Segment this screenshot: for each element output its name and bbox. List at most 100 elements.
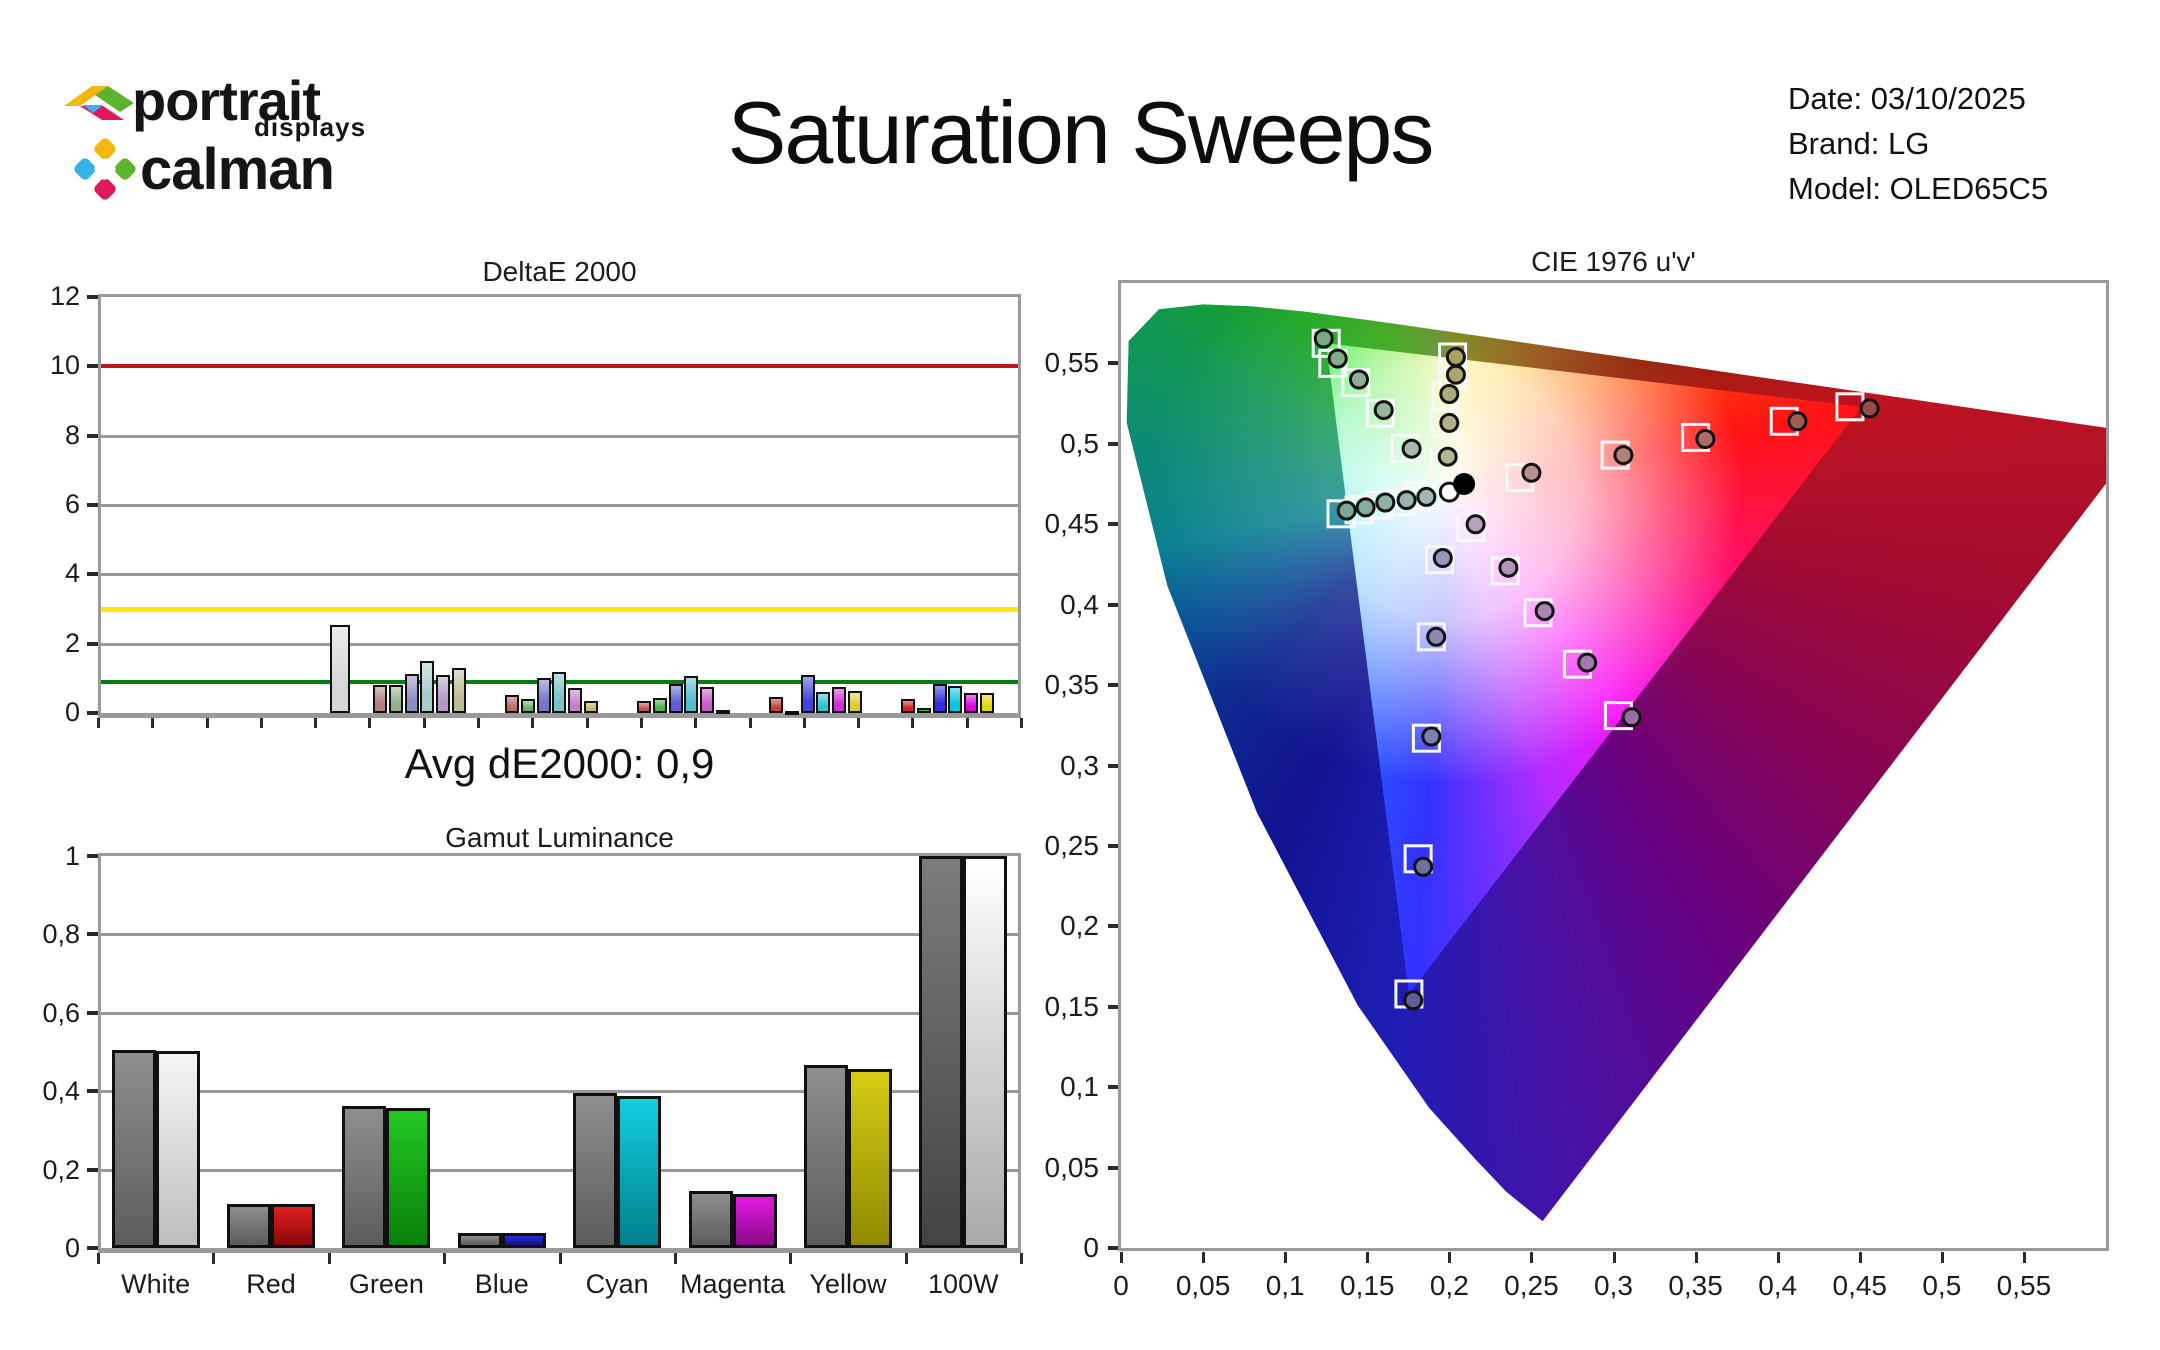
- portrait-logo-icon: [64, 86, 134, 120]
- page-title: Saturation Sweeps: [727, 83, 1435, 182]
- gamut-x-tick: [673, 1253, 677, 1264]
- gamut-bar-measured-100w: [963, 856, 1008, 1248]
- deltae-x-tick: [911, 718, 915, 728]
- deltae-bar-100%-magenta: [964, 692, 979, 713]
- cie-measured-point-cyan-100: [1336, 500, 1357, 521]
- cie-measured-point-magenta-80: [1577, 652, 1598, 673]
- deltae-bar-60%-green: [652, 698, 667, 713]
- cie-target-square-cyan-60: [1365, 490, 1395, 520]
- deltae-average-line: [101, 679, 1018, 684]
- gamut-x-category-label: Magenta: [680, 1269, 786, 1299]
- gamut-x-category-label: 100W: [928, 1269, 999, 1299]
- cie-x-tick-label: 0,4: [1758, 1270, 1798, 1301]
- gamut-x-tick: [212, 1253, 216, 1264]
- cie-target-square-green-80: [1318, 348, 1348, 378]
- deltae-bar-80%-blue: [800, 674, 815, 713]
- deltae-gridline: [101, 434, 1018, 438]
- cie-target-square-red-60: [1681, 422, 1711, 452]
- deltae-bar-20%-blue: [404, 674, 419, 713]
- portrait-wordmark: portrait: [132, 69, 321, 132]
- cie-target-square-magenta-40: [1490, 556, 1520, 586]
- deltae-x-tick: [1020, 718, 1023, 728]
- deltae-gridline: [101, 642, 1018, 646]
- gamut-x-category-label: Red: [246, 1269, 296, 1299]
- cie-x-tick: [2022, 1252, 2026, 1263]
- deltae-limit-high: [101, 364, 1018, 369]
- gamut-x-tick: [327, 1253, 331, 1264]
- cie-target-square-yellow-100: [1438, 342, 1468, 372]
- deltae-x-tick: [422, 718, 426, 728]
- deltae-y-tick-label: 4: [64, 558, 80, 589]
- deltae-bar-60%-cyan: [684, 675, 699, 713]
- cie-target-square-magenta-100: [1603, 701, 1633, 731]
- gamut-bar-measured-red: [271, 1204, 316, 1248]
- cie-target-square-green-60: [1341, 368, 1371, 398]
- cie-y-tick: [1108, 843, 1118, 848]
- info-model: Model: OLED65C5: [1788, 171, 2049, 206]
- cie-measured-point-yellow-80: [1445, 364, 1466, 385]
- cie-measured-point-blue-40: [1426, 626, 1447, 647]
- cie-y-tick-label: 0,3: [1060, 749, 1099, 781]
- deltae-x-tick: [477, 718, 481, 728]
- deltae-x-tick: [857, 718, 861, 728]
- deltae-gridline: [101, 504, 1018, 507]
- deltae-y-tick-label: 2: [64, 627, 80, 658]
- deltae-x-tick: [585, 718, 589, 728]
- deltae-y-tick: [87, 641, 98, 646]
- cie-y-tick: [1108, 441, 1118, 446]
- cie-measured-point-green-80: [1327, 348, 1348, 369]
- cie-measured-point-yellow-20: [1437, 446, 1458, 467]
- deltae-bar-100%-green: [916, 707, 931, 713]
- cie-white-point-reference: [1453, 473, 1476, 495]
- deltae-bar-80%-green: [784, 710, 799, 715]
- deltae-bar-40%-blue: [536, 678, 551, 713]
- deltae-x-tick: [368, 718, 372, 728]
- gamut-bar-measured-white: [155, 1050, 200, 1248]
- deltae-bar-80%-red: [769, 697, 783, 713]
- gamut-bar-measured-blue: [501, 1233, 546, 1248]
- gamut-x-tick: [97, 1253, 100, 1264]
- cie-x-tick-label: 0,45: [1832, 1270, 1888, 1301]
- avg-de2000-label: Avg dE2000: 0,9: [404, 740, 715, 787]
- brand-block: portrait displays calman: [58, 50, 478, 210]
- deltae-bar-40%-green: [520, 699, 535, 713]
- deltae-x-tick: [694, 718, 698, 728]
- cie-target-square-red-100: [1835, 392, 1865, 422]
- cie-x-tick: [1776, 1252, 1780, 1263]
- gamut-bar-measured-magenta: [732, 1193, 777, 1248]
- cie-target-square-blue-80: [1403, 844, 1433, 874]
- cie-target-square-cyan-100: [1326, 499, 1356, 529]
- gamut-x-tick: [789, 1253, 793, 1264]
- deltae-y-tick: [87, 364, 98, 369]
- cie-y-tick: [1108, 1246, 1118, 1250]
- gamut-bar-target-red: [227, 1204, 272, 1248]
- deltae-bar-60%-red: [637, 700, 651, 713]
- gamut-bar-target-100w: [919, 856, 964, 1248]
- deltae-y-tick-label: 10: [49, 350, 80, 381]
- gamut-bar-target-blue: [457, 1232, 502, 1248]
- deltae-bar-40%-yellow: [584, 701, 598, 713]
- deltae-bar-white: [330, 624, 350, 713]
- cie-y-tick-label: 0,4: [1060, 588, 1099, 620]
- cie-x-tick: [1120, 1252, 1123, 1263]
- cie-x-tick-label: 0,05: [1175, 1270, 1231, 1301]
- cie-measured-point-red-40: [1613, 445, 1634, 466]
- cie-y-tick: [1108, 602, 1118, 607]
- gamut-x-category-label: Yellow: [809, 1269, 887, 1299]
- cie-target-square-blue-60: [1411, 723, 1441, 753]
- cie-target-square-cyan-20: [1403, 480, 1433, 510]
- deltae-x-tick: [531, 718, 535, 728]
- cie-measured-point-cyan-20: [1416, 486, 1437, 507]
- cie-x-tick: [1530, 1252, 1534, 1263]
- cie-measured-point-red-100: [1859, 398, 1880, 419]
- cie-x-tick-label: 0,15: [1340, 1270, 1395, 1301]
- cie-measured-point-magenta-60: [1534, 601, 1555, 622]
- cie-x-tick-label: 0,3: [1594, 1270, 1633, 1301]
- gamut-gridline: [101, 933, 1018, 937]
- gamut-bar-target-cyan: [573, 1093, 618, 1248]
- cie-y-tick-label: 0,25: [1044, 829, 1100, 861]
- cie-measured-point-cyan-80: [1355, 497, 1376, 518]
- deltae-gridline: [101, 365, 1018, 369]
- cie-measured-point-magenta-40: [1498, 557, 1519, 578]
